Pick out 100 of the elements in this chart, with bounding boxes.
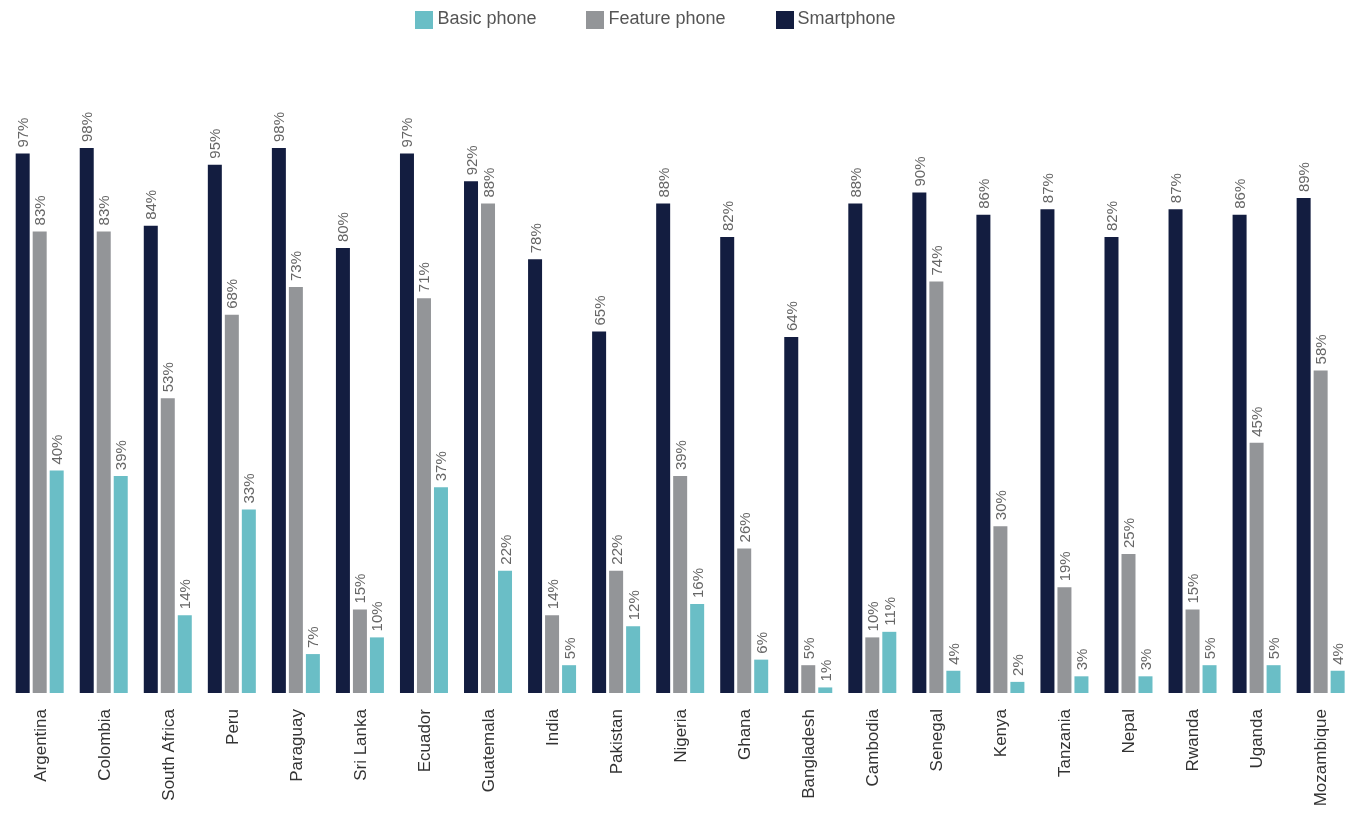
data-label: 15% xyxy=(351,573,369,604)
data-label: 3% xyxy=(1137,648,1154,671)
x-tick-label: Rwanda xyxy=(1183,708,1203,772)
x-tick-label: Peru xyxy=(222,709,242,745)
data-label: 98% xyxy=(78,111,96,142)
data-label: 95% xyxy=(206,128,224,159)
data-label: 16% xyxy=(688,567,706,599)
bar xyxy=(754,659,769,693)
bar xyxy=(976,214,991,693)
bar xyxy=(1249,442,1264,693)
bar xyxy=(1313,370,1328,693)
data-label: 64% xyxy=(782,301,800,332)
x-tick-label: Uganda xyxy=(1247,708,1267,769)
data-label: 87% xyxy=(1038,173,1056,204)
data-label: 71% xyxy=(415,262,433,293)
x-tick-label: Mozambique xyxy=(1311,709,1331,807)
bar xyxy=(848,203,863,693)
bar xyxy=(818,687,833,693)
bar xyxy=(545,615,560,693)
x-tick-label: Pakistan xyxy=(606,709,626,775)
data-label: 84% xyxy=(142,189,160,220)
bar xyxy=(369,637,384,693)
data-label: 39% xyxy=(671,440,689,471)
bar xyxy=(498,570,513,693)
data-label: 92% xyxy=(462,145,480,176)
data-label: 22% xyxy=(607,534,625,565)
x-tick-label: Argentina xyxy=(30,708,50,782)
bar xyxy=(207,164,222,693)
bar xyxy=(49,470,64,693)
bar xyxy=(562,665,577,693)
data-label: 11% xyxy=(880,596,898,626)
x-tick-label: Kenya xyxy=(991,708,1011,758)
data-label: 19% xyxy=(1055,551,1073,582)
data-label: 25% xyxy=(1120,517,1137,548)
data-label: 86% xyxy=(974,178,992,209)
data-label: 87% xyxy=(1167,173,1185,204)
bar xyxy=(433,487,448,693)
bar xyxy=(1138,676,1153,693)
x-tick-label: India xyxy=(542,708,562,746)
data-label: 15% xyxy=(1184,573,1202,604)
data-label: 90% xyxy=(910,156,928,187)
data-label: 5% xyxy=(799,637,817,660)
data-label: 5% xyxy=(560,637,578,660)
bar xyxy=(15,153,30,693)
data-label: 5% xyxy=(1201,637,1219,660)
bar xyxy=(416,298,431,693)
x-tick-label: Nigeria xyxy=(671,708,690,763)
bar xyxy=(113,476,128,693)
bar xyxy=(912,192,927,693)
x-tick-label: Guatemala xyxy=(478,708,498,793)
bar xyxy=(592,331,607,693)
bar xyxy=(464,181,479,693)
x-tick-label: Nepal xyxy=(1119,709,1139,754)
data-label: 97% xyxy=(14,117,32,148)
data-label: 2% xyxy=(1008,654,1026,676)
data-label: 14% xyxy=(176,579,194,610)
bar xyxy=(929,281,944,693)
bar xyxy=(690,604,705,693)
data-label: 12% xyxy=(624,590,642,621)
bar xyxy=(96,231,111,693)
data-label: 30% xyxy=(991,490,1009,521)
legend-label: Smartphone xyxy=(797,8,896,28)
data-label: 68% xyxy=(223,278,241,309)
data-label: 10% xyxy=(368,601,386,632)
data-label: 37% xyxy=(432,451,450,482)
data-label: 40% xyxy=(48,434,66,465)
data-label: 4% xyxy=(944,643,962,665)
data-label: 78% xyxy=(526,223,544,254)
data-label: 97% xyxy=(398,117,416,148)
x-tick-label: South Africa xyxy=(158,708,178,801)
bar xyxy=(352,609,367,693)
bar xyxy=(399,153,414,693)
data-label: 33% xyxy=(240,473,258,504)
data-label: 53% xyxy=(159,362,177,393)
data-label: 58% xyxy=(1312,334,1330,365)
data-label: 45% xyxy=(1248,406,1266,437)
x-tick-label: Tanzania xyxy=(1055,708,1075,778)
data-label: 14% xyxy=(543,579,561,610)
data-label: 82% xyxy=(1103,200,1120,231)
data-label: 86% xyxy=(1231,178,1249,209)
x-tick-label: Cambodia xyxy=(863,708,883,787)
bar xyxy=(1057,587,1072,693)
bar xyxy=(79,148,94,693)
bar xyxy=(224,314,239,693)
bar xyxy=(177,615,192,693)
bar xyxy=(1330,670,1345,693)
data-label: 6% xyxy=(752,631,770,654)
data-label: 39% xyxy=(112,440,130,471)
bar xyxy=(32,231,47,693)
bar xyxy=(946,670,961,693)
data-label: 88% xyxy=(846,167,864,198)
x-tick-label: Bangladesh xyxy=(799,709,819,799)
bar xyxy=(656,203,671,693)
data-label: 22% xyxy=(496,534,514,565)
legend-label: Feature phone xyxy=(608,8,726,28)
bar xyxy=(1232,214,1247,693)
bar xyxy=(160,398,175,693)
bar xyxy=(801,665,816,693)
x-tick-label: Paraguay xyxy=(286,708,306,782)
bar xyxy=(335,248,350,693)
